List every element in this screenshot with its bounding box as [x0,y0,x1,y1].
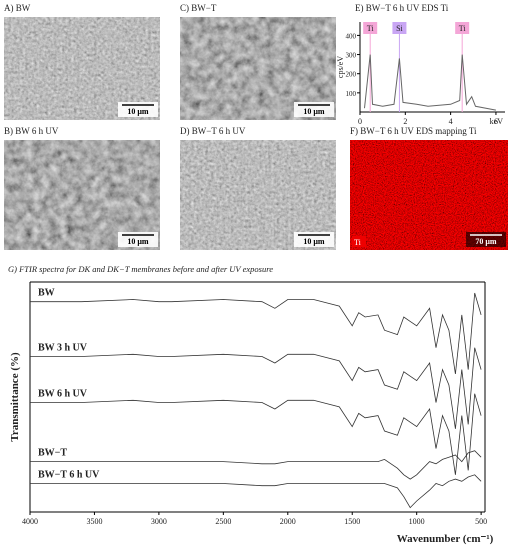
spectrum-line [30,347,482,429]
y-tick-label: 200 [346,71,357,79]
y-axis-label: cps/eV [336,56,345,78]
panel-label: D) BW−T 6 h UV [180,126,246,136]
chart-title: G) FTIR spectra for DK and DK−T membrane… [8,264,273,274]
x-tick-label: 4000 [22,517,38,526]
scale-text: 10 μm [127,107,149,116]
spectrum-line [364,54,496,111]
peak-label: Si [396,24,403,33]
x-tick-label: 500 [475,517,487,526]
micrograph [350,140,508,250]
spectrum-line [30,450,482,480]
y-tick-label: 400 [346,32,357,40]
panel-label: C) BW−T [180,3,217,13]
series-label: BW 6 h UV [38,388,88,399]
micrograph [180,140,336,250]
x-tick-label: 2500 [215,517,231,526]
panel-label: A) BW [4,3,31,13]
charts: E) BW−T 6 h UV EDS Ti 0 2 4 6 100 200 300 400 keV… [8,3,505,545]
scale-text: 70 μm [475,237,497,246]
micrograph [4,140,160,250]
scale-text: 10 μm [127,237,149,246]
x-tick-label: 0 [358,117,362,126]
peak-tag [363,22,378,34]
x-tick-label: 3500 [86,517,102,526]
y-tick-label: 300 [346,52,357,60]
scale-text: 10 μm [303,107,325,116]
x-axis-label: keV [490,117,504,126]
x-tick-label: 6 [494,117,498,126]
spectrum-line [30,474,482,509]
peak-label: Ti [367,24,375,33]
image-panels: A) BW 10 μm C) BW−T 10 μm B) BW 6 h UV 10 μm D… [4,3,508,250]
map-tag [352,236,366,247]
series-label: BW−T 6 h UV [38,470,100,481]
panel-label: F) BW−T 6 h UV EDS mapping Ti [350,126,477,136]
peak-tag [392,22,407,34]
x-tick-label: 1000 [409,517,425,526]
peak-label: Ti [459,24,467,33]
x-tick-label: 4 [449,117,453,126]
x-tick-label: 2000 [280,517,296,526]
spectrum-line [30,292,482,375]
series-label: BW−T [38,448,67,459]
peak-tag [455,22,470,34]
y-tick-label: 100 [346,90,357,98]
x-tick-label: 3000 [151,517,167,526]
panel-label: B) BW 6 h UV [4,126,59,136]
y-axis-label: Transmittance (%) [9,352,21,442]
map-tag-text: Ti [354,238,362,247]
x-tick-label: 2 [403,117,407,126]
x-tick-label: 1500 [344,517,360,526]
spectrum-line [30,393,482,475]
x-axis-label: Wavenumber (cm⁻¹) [397,533,494,545]
scale-text: 10 μm [303,237,325,246]
series-label: BW 3 h UV [38,342,88,353]
chart-title: E) BW−T 6 h UV EDS Ti [355,3,449,13]
series-label: BW [38,288,55,299]
